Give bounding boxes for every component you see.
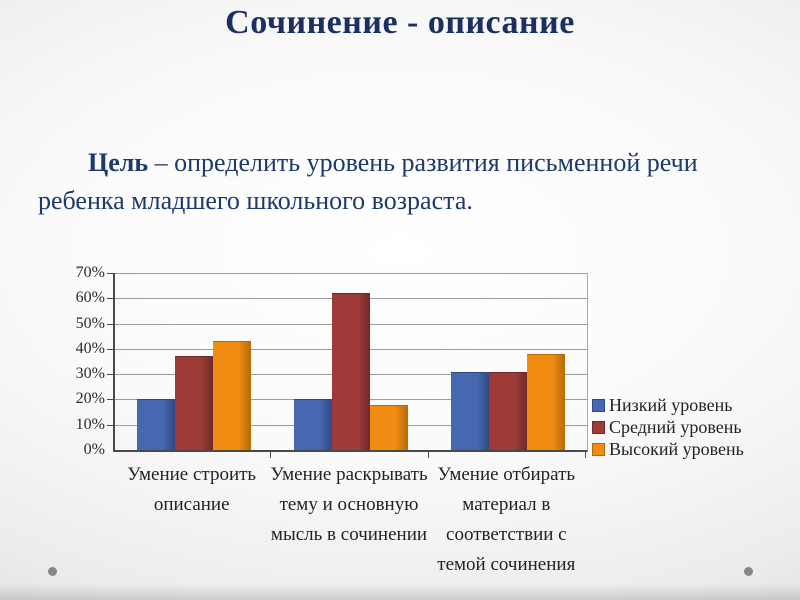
y-axis-tick xyxy=(107,424,113,426)
y-axis-label: 70% xyxy=(75,264,105,281)
y-axis-tick xyxy=(107,298,113,300)
y-axis-tick xyxy=(107,374,113,376)
legend-marker-icon xyxy=(592,442,605,456)
x-axis-category-label: Умение раскрывать тему и основную мысль … xyxy=(270,464,428,545)
y-axis-tick xyxy=(107,399,113,401)
bar-2-category-1 xyxy=(174,356,213,450)
y-axis-label: 30% xyxy=(75,365,105,383)
x-axis-tick xyxy=(270,452,272,458)
bar-2-category-3 xyxy=(489,371,528,450)
gridline xyxy=(115,273,587,274)
goal-paragraph: Цель – определить уровень развития письм… xyxy=(38,144,768,220)
y-axis-label: 10% xyxy=(75,415,105,433)
legend-marker-icon xyxy=(592,398,605,412)
chart-legend: Низкий уровень Средний уровень Высокий уро… xyxy=(592,394,744,460)
goal-label: Цель xyxy=(88,148,149,177)
legend-item: Высокий уровень xyxy=(592,438,744,460)
y-axis-tick xyxy=(107,348,113,350)
chart-plot-area xyxy=(113,273,588,452)
bar-chart: 0% 10% 20% 30% 40% 50% 60% 70% Умение строить о… xyxy=(76,262,790,577)
x-axis-category-label: Умение строить описание xyxy=(127,464,257,515)
y-axis-label: 60% xyxy=(75,289,105,307)
bar-3-category-1 xyxy=(212,341,251,450)
x-axis-category-label: Умение отбирать материал в соответствии … xyxy=(437,464,576,575)
goal-text: – определить уровень развития письменной… xyxy=(38,148,698,215)
legend-item: Средний уровень xyxy=(592,416,744,438)
slide-title: Сочинение - описание xyxy=(225,4,575,41)
y-axis-label: 20% xyxy=(75,390,105,408)
legend-marker-icon xyxy=(592,420,605,434)
y-axis-label: 0% xyxy=(83,441,105,458)
x-axis-tick xyxy=(585,452,586,458)
y-axis-label: 40% xyxy=(75,339,105,357)
y-axis-tick xyxy=(107,323,113,325)
legend-label: Низкий уровень xyxy=(609,394,733,415)
bar-3-category-2 xyxy=(370,404,408,450)
legend-label: Высокий уровень xyxy=(609,438,744,459)
decorative-dot-right xyxy=(744,567,753,576)
bar-1-category-3 xyxy=(451,371,490,450)
bar-1-category-1 xyxy=(136,399,175,450)
legend-item: Низкий уровень xyxy=(592,394,744,416)
bar-1-category-2 xyxy=(294,399,332,450)
bar-3-category-3 xyxy=(527,353,566,450)
decorative-dot-left xyxy=(48,567,57,576)
bar-2-category-2 xyxy=(332,293,370,450)
y-axis-label: 50% xyxy=(75,314,105,332)
legend-label: Средний уровень xyxy=(609,416,742,437)
x-axis-tick xyxy=(427,452,429,458)
y-axis-tick xyxy=(107,273,113,274)
